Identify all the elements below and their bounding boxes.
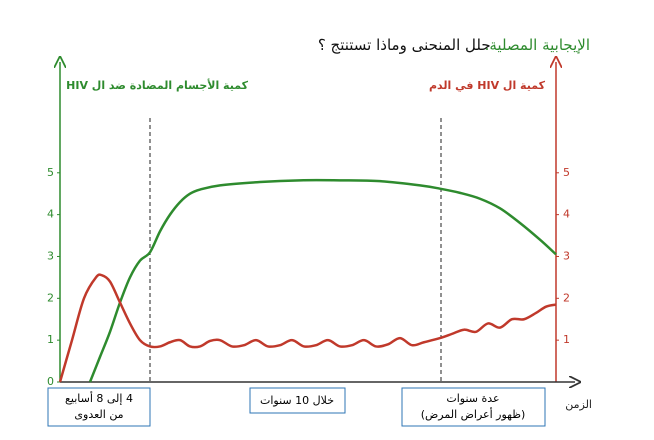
y2-tick-label: 3 [563, 249, 570, 262]
annotation: عدة سنوات [446, 392, 499, 405]
annotation-box [401, 387, 546, 427]
line [88, 178, 557, 383]
y2-tick-label: 2 [563, 291, 570, 304]
title: الإيجابية المصلية.حلل المنحنى وماذا تستن… [318, 36, 590, 54]
annotation: من العدوى [74, 408, 123, 421]
annotation: 4 إلى 8 أسابيع [65, 391, 133, 405]
subtitle: حلل المنحنى وماذا تستنتج ؟ [318, 36, 491, 54]
y-tick-label: 5 [47, 166, 54, 179]
y-tick-label: 0 [47, 375, 54, 388]
line [58, 273, 557, 383]
y-tick-label: 2 [47, 291, 54, 304]
y2-tick-label: 1 [563, 333, 570, 346]
y-tick-label: 3 [47, 249, 54, 262]
annotation: (ظهور أعراض المرض) [421, 407, 526, 421]
annotation-box [249, 387, 346, 414]
x-axis-label: الزمن [565, 398, 592, 411]
y-tick-label: 4 [47, 208, 54, 221]
annotation-box [47, 387, 151, 427]
y2-axis-label: كمية ال HIV في الدم [429, 79, 546, 92]
y-axis-label: كمية الأجسام المضادة ضد ال HIV [66, 78, 248, 92]
y2-tick-label: 4 [563, 208, 570, 221]
y-tick-label: 1 [47, 333, 54, 346]
y2-tick-label: 5 [563, 166, 570, 179]
title-part: الإيجابية المصلية. [485, 36, 590, 54]
annotation: خلال 10 سنوات [260, 394, 334, 407]
